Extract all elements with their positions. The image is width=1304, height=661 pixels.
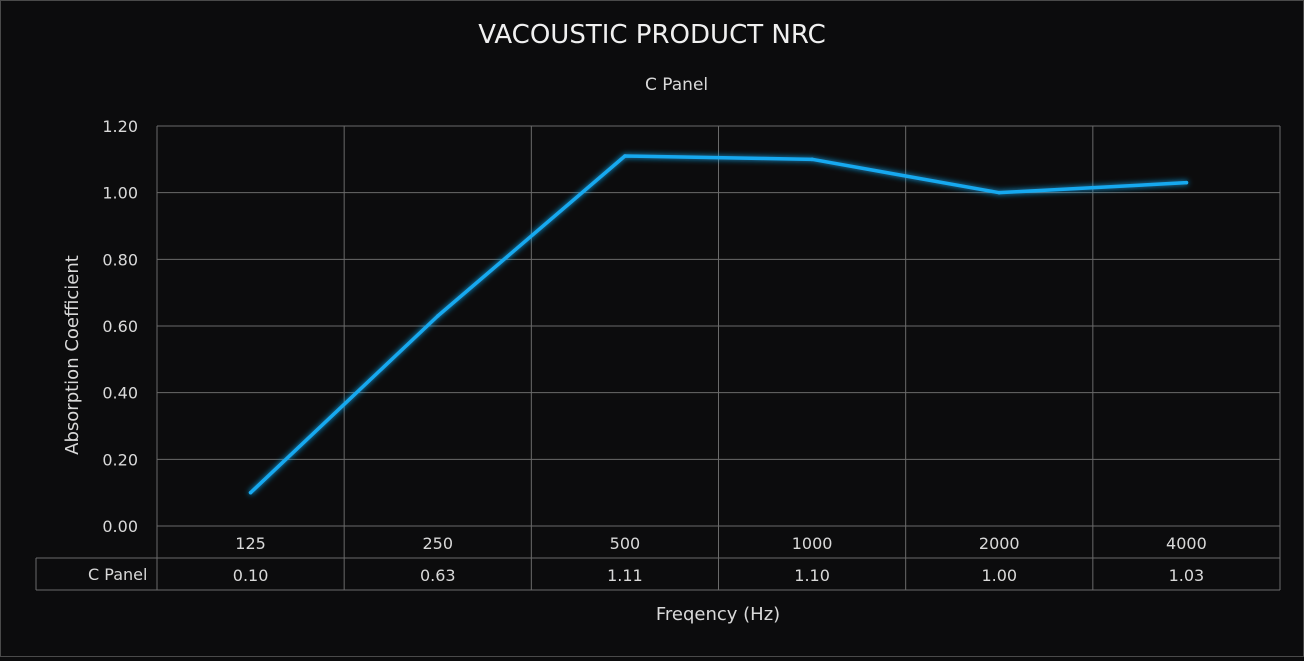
legend-label: C Panel (645, 75, 708, 95)
y-tick-label: 0.80 (102, 250, 138, 269)
table-series-label: C Panel (88, 565, 147, 584)
x-tick-label: 2000 (979, 534, 1020, 553)
x-tick-label: 250 (422, 534, 453, 553)
table-value-cell: 1.03 (1169, 566, 1205, 585)
chart-title: VACOUSTIC PRODUCT NRC (478, 20, 826, 50)
legend: C Panel (600, 75, 708, 95)
y-axis-label: Absorption Coefficient (62, 255, 83, 455)
data-point (997, 190, 1002, 195)
y-tick-label: 0.40 (102, 384, 138, 403)
y-tick-label: 0.60 (102, 317, 138, 336)
data-point (810, 157, 814, 162)
y-tick-label: 1.20 (102, 117, 138, 136)
table-value-cell: 1.00 (981, 566, 1017, 585)
series-layer (248, 154, 1189, 495)
data-point (623, 154, 627, 158)
y-tick-label: 0.20 (102, 450, 138, 469)
table-value-cell: 0.10 (233, 566, 269, 585)
x-tick-label: 125 (235, 534, 266, 553)
x-tick-label: 4000 (1166, 534, 1207, 553)
x-axis-label: Freqency (Hz) (656, 604, 780, 625)
data-point (248, 490, 253, 495)
grid (156, 125, 1281, 590)
series-line-c-panel (248, 154, 1189, 495)
x-tick-label: 500 (610, 534, 641, 553)
table-value-cell: 1.10 (794, 566, 830, 585)
y-axis-ticks: 0.00 0.20 0.40 0.60 0.80 1.00 1.20 (102, 117, 138, 536)
data-table: C Panel 125 0.10 250 0.63 500 1.11 1000 1.10 200… (35, 534, 1280, 591)
data-point (435, 314, 440, 318)
x-tick-label: 1000 (792, 534, 833, 553)
y-tick-label: 1.00 (102, 184, 138, 203)
table-value-cell: 0.63 (420, 566, 456, 585)
table-value-cell: 1.11 (607, 566, 643, 585)
data-point (1184, 180, 1189, 185)
y-tick-label: 0.00 (102, 517, 138, 536)
